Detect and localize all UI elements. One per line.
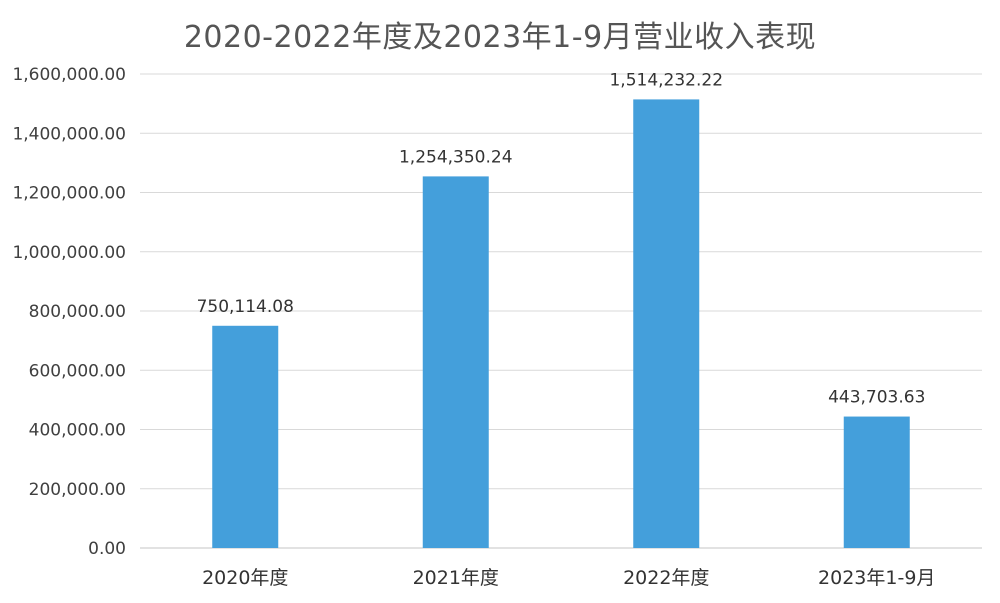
- y-axis: 0.00 200,000.00 400,000.00 600,000.00 800,00…: [12, 65, 126, 559]
- chart-title: 2020-2022年度及2023年1-9月营业收入表现: [183, 20, 817, 55]
- bar[interactable]: [212, 325, 279, 548]
- y-tick-label: 1,600,000.00: [12, 65, 126, 85]
- y-tick-label: 200,000.00: [29, 480, 126, 500]
- bars: [212, 99, 910, 549]
- data-label: 1,514,232.22: [609, 70, 723, 90]
- y-tick-label: 1,000,000.00: [12, 243, 126, 263]
- bar[interactable]: [843, 416, 910, 548]
- y-tick-label: 1,400,000.00: [12, 124, 126, 144]
- data-label: 1,254,350.24: [399, 147, 513, 167]
- x-axis: 2020年度 2021年度 2022年度 2023年1-9月: [202, 567, 935, 589]
- x-tick-label: 2021年度: [413, 567, 499, 589]
- data-label: 443,703.63: [828, 388, 925, 408]
- x-tick-label: 2020年度: [202, 567, 288, 589]
- y-tick-label: 600,000.00: [29, 361, 126, 381]
- x-tick-label: 2022年度: [623, 567, 709, 589]
- data-label: 750,114.08: [197, 297, 294, 317]
- y-tick-label: 0.00: [88, 539, 126, 559]
- gridlines: [140, 73, 982, 549]
- y-tick-label: 1,200,000.00: [12, 184, 126, 204]
- y-tick-label: 400,000.00: [29, 421, 126, 441]
- y-tick-label: 800,000.00: [29, 302, 126, 322]
- data-labels: 750,114.08 1,254,350.24 1,514,232.22 443,70…: [197, 70, 926, 407]
- x-tick-label: 2023年1-9月: [818, 567, 935, 589]
- bar[interactable]: [633, 99, 700, 549]
- bar[interactable]: [422, 176, 489, 548]
